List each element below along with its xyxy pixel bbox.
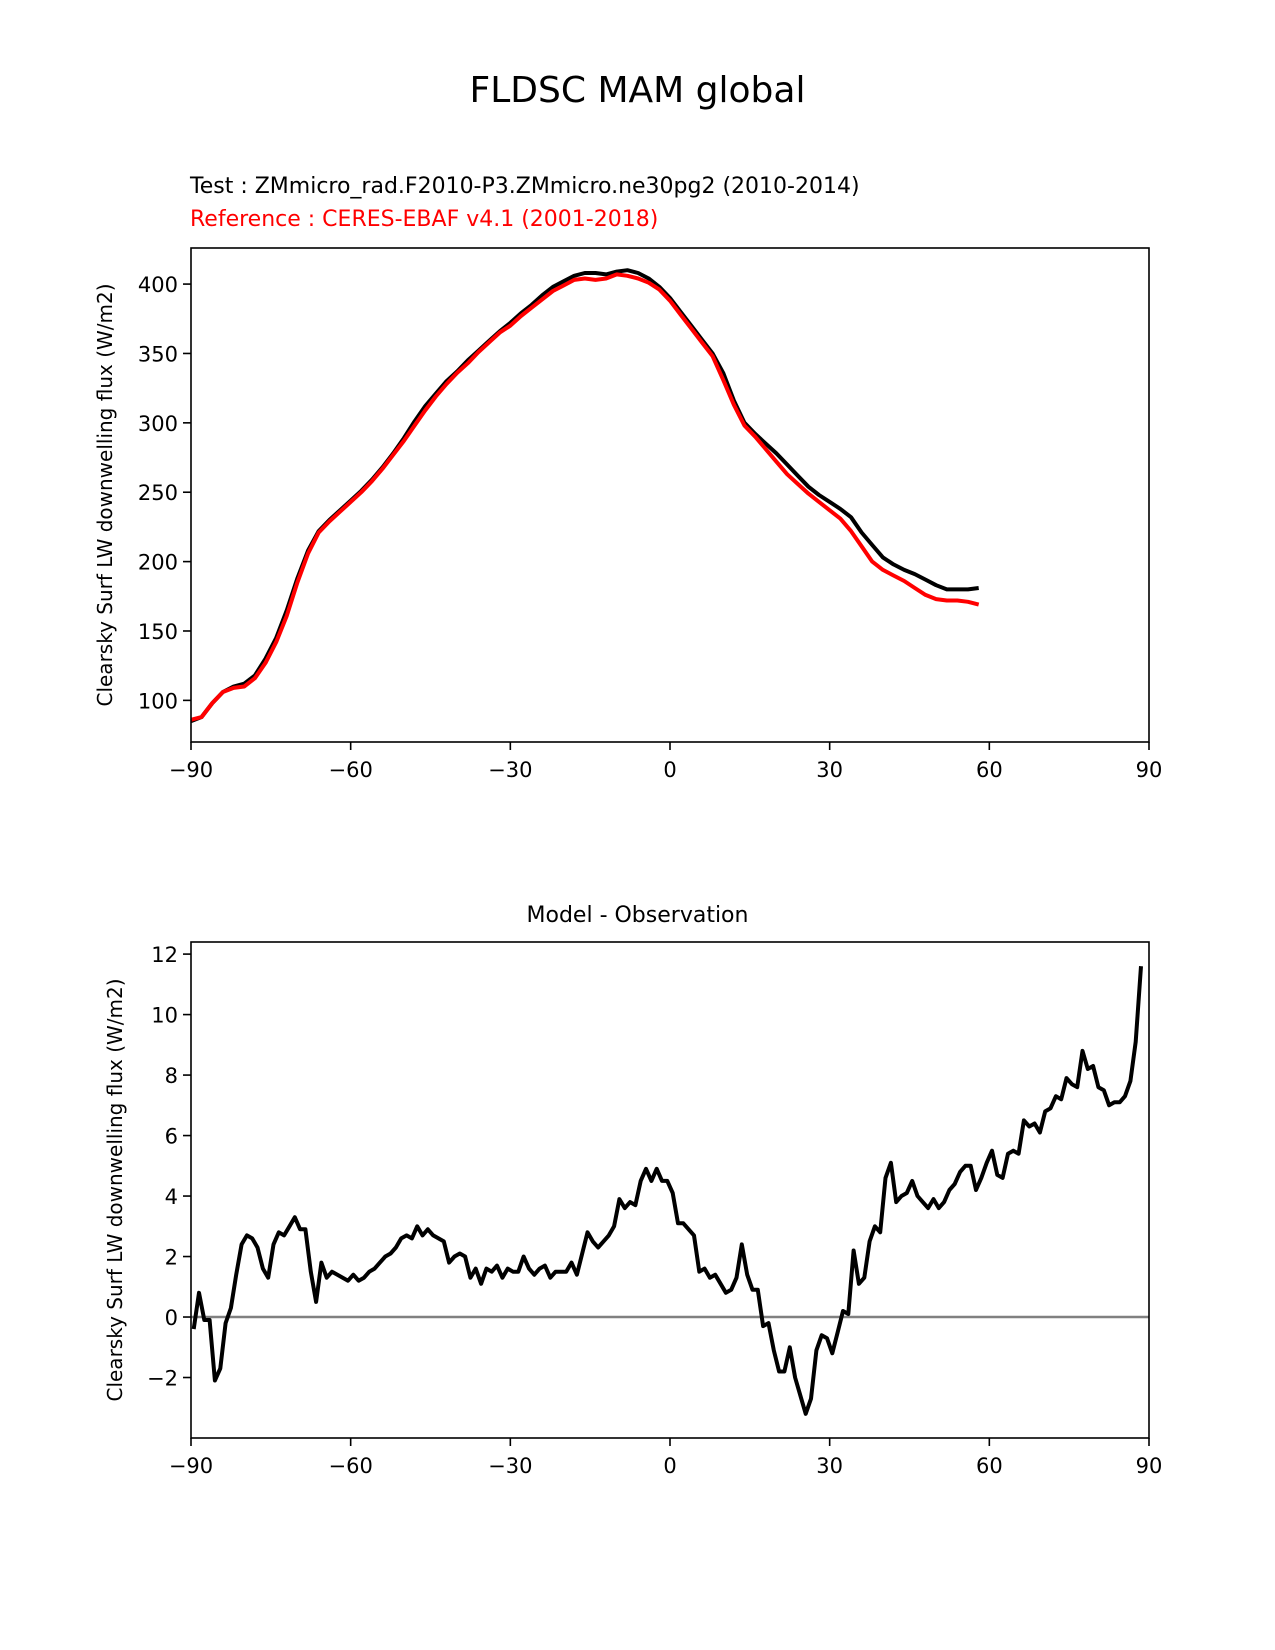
top-y-axis-label: Clearsky Surf LW downwelling flux (W/m2) <box>93 283 117 706</box>
bottom-y-tick-label: 8 <box>165 1064 178 1088</box>
bottom-x-tick-label: 90 <box>1136 1454 1163 1478</box>
top-x-tick-label: 60 <box>976 758 1003 782</box>
bottom-y-tick-label: 6 <box>165 1125 178 1149</box>
bottom-y-tick-label: 0 <box>165 1306 178 1330</box>
top-y-tick-label: 400 <box>138 273 178 297</box>
reference-label: Reference : CERES-EBAF v4.1 (2001-2018) <box>190 207 659 232</box>
bottom-x-tick-label: −30 <box>488 1454 532 1478</box>
top-plot-frame <box>190 247 1150 743</box>
top-x-tick-label: 0 <box>663 758 676 782</box>
top-y-tick-label: 350 <box>138 342 178 366</box>
bottom-x-tick-label: 30 <box>816 1454 843 1478</box>
top-x-tick-label: 30 <box>816 758 843 782</box>
top-y-tick-label: 250 <box>138 481 178 505</box>
top-series-reference-line <box>190 272 980 722</box>
bottom-y-tick-label: 2 <box>165 1246 178 1270</box>
test-label: Test : ZMmicro_rad.F2010-P3.ZMmicro.ne30… <box>190 174 860 199</box>
bottom-x-tick-label: 0 <box>663 1454 676 1478</box>
bottom-y-tick-label: −2 <box>147 1367 178 1391</box>
top-y-tick-label: 100 <box>138 689 178 713</box>
bottom-y-axis-label: Clearsky Surf LW downwelling flux (W/m2) <box>103 978 127 1401</box>
figure-title: FLDSC MAM global <box>469 70 806 111</box>
bottom-x-tick-label: −60 <box>329 1454 373 1478</box>
bottom-y-tick-label: 10 <box>151 1004 178 1028</box>
top-series-test-line <box>190 268 979 724</box>
bottom-y-tick-label: 12 <box>151 943 178 967</box>
top-y-tick-label: 200 <box>138 551 178 575</box>
top-x-tick-label: −90 <box>169 758 213 782</box>
bottom-y-tick-label: 4 <box>165 1185 178 1209</box>
top-x-tick-label: −60 <box>329 758 373 782</box>
bottom-series-difference-line <box>191 966 1143 1416</box>
top-x-tick-label: −30 <box>488 758 532 782</box>
difference-chart-title: Model - Observation <box>526 903 749 928</box>
top-y-tick-label: 150 <box>138 620 178 644</box>
bottom-x-tick-label: −90 <box>169 1454 213 1478</box>
bottom-x-tick-label: 60 <box>976 1454 1003 1478</box>
top-y-tick-label: 300 <box>138 412 178 436</box>
top-x-tick-label: 90 <box>1136 758 1163 782</box>
